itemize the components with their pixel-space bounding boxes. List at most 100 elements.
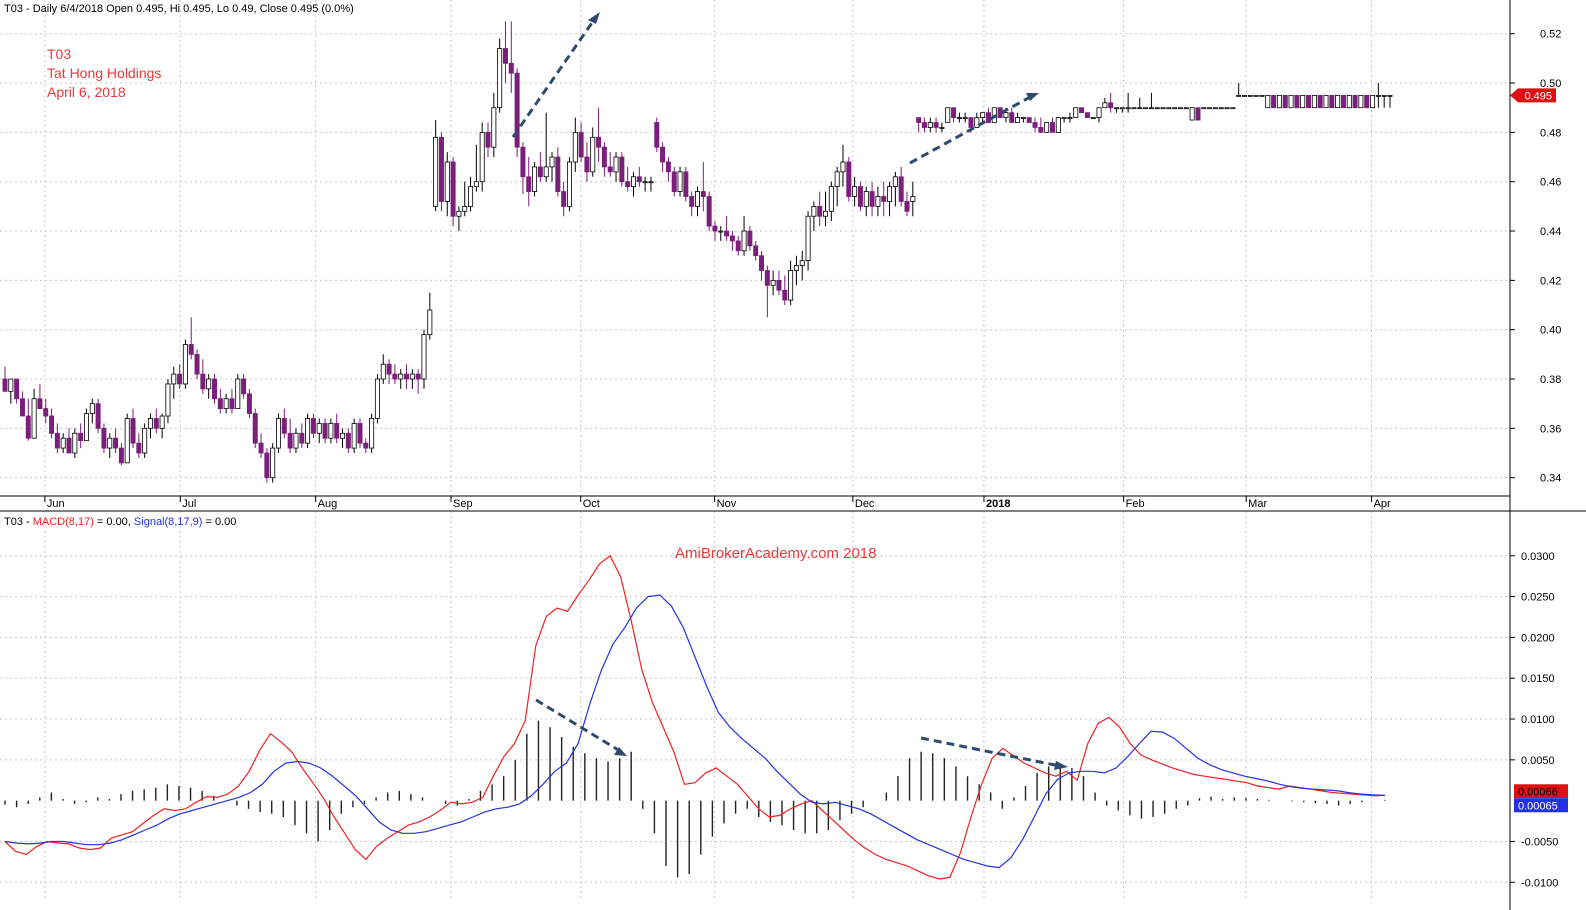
candle [235,374,241,410]
candle-body-up [974,117,980,128]
candle-body-down [153,418,159,429]
candle-body-up [1335,94,1341,109]
candle-body-down [281,418,287,434]
candle-body-down [363,442,369,449]
candle [1224,107,1230,110]
candle [212,374,217,404]
candle [130,408,136,449]
candle-body-up [462,205,468,212]
candle-body-up [206,378,212,390]
price-y-tick-label: 0.52 [1540,29,1561,41]
candle-body-up [910,196,916,202]
candle [462,181,468,217]
candle-body-down [438,136,444,202]
candle [776,270,782,296]
candle-body-down [25,415,31,439]
candle [910,181,916,217]
candle-body-up [1358,94,1364,109]
candle-body-down [596,136,602,148]
candle-body-up [823,210,829,217]
candle [345,428,351,454]
candle-body-up [566,161,572,207]
uptrend-arrow-dec [909,94,1033,165]
candle [392,364,398,384]
candle-body-down [334,423,340,439]
candle [921,117,927,133]
candle-body-up [677,171,683,192]
candle-body-down [753,245,759,257]
candle-body-up [72,432,78,454]
candle [1084,112,1090,118]
candle-body-up [1113,107,1119,110]
candle [537,152,543,182]
candle [881,181,887,217]
candle-body-up [1387,94,1393,97]
watermark-company: Tat Hong Holdings [47,65,161,81]
candle [1323,94,1329,109]
price-y-tick-label: 0.50 [1540,78,1561,90]
candle [1207,107,1213,110]
candle [1009,107,1015,123]
candle [95,398,101,434]
candle [270,443,276,483]
macd-header: T03 - MACD(8,17) = 0.00, Signal(8,17,9) … [4,516,236,528]
candle [72,428,78,458]
candle-body-down [299,432,305,444]
price-grid [0,0,1510,900]
candle-body-down [1038,127,1044,133]
candle-body-up [875,196,881,207]
candle-body-down [287,432,293,449]
candle [101,423,107,454]
price-y-tick-label: 0.46 [1540,177,1561,189]
macd-header-signal-value: = 0.00 [202,516,236,528]
candle [357,418,363,449]
candle [852,176,858,207]
candle-body-down [869,191,875,207]
candle [869,181,875,217]
candle-body-up [741,230,747,252]
candle-body-up [1212,107,1218,110]
arrow-head-icon [614,747,627,756]
candle-body-up [543,166,549,178]
candle [1242,94,1248,97]
candle [1352,94,1358,109]
candle [1265,94,1271,109]
candle-body-down [636,176,642,183]
candle-body-up [945,107,951,123]
candle-body-up [351,423,357,449]
candle-body-down [19,398,25,417]
candle-body-down [724,230,730,237]
candle [1358,94,1364,109]
candle [43,398,49,424]
candle-body-down [1195,107,1201,121]
uptrend-arrow-oct [511,16,598,138]
candle [572,117,578,172]
candle-body-up [1172,107,1178,110]
candle [1026,117,1032,123]
candle-body-up [1148,107,1154,110]
candle [374,374,380,424]
candle [712,221,718,241]
macd-grid [0,555,1510,883]
candle [438,132,444,212]
price-y-tick-label: 0.38 [1540,374,1561,386]
candle-body-up [1073,107,1079,118]
candle [369,413,375,454]
candle [887,181,893,217]
candle-body-up [1207,107,1213,110]
candle-body-down [264,452,270,479]
candle [892,171,898,207]
candle [281,408,287,439]
candle-body-down [881,196,887,202]
arrow-head-icon [1054,761,1068,770]
candle-body-down [1084,112,1090,118]
candle-body-up [1242,94,1248,97]
candle [60,433,66,454]
candle-body-down [113,437,119,449]
candle [316,418,322,444]
candle [828,181,834,222]
candle [1015,112,1021,123]
candle-body-down [310,418,316,434]
candle [1259,94,1265,97]
candle-body-down [1329,94,1335,109]
